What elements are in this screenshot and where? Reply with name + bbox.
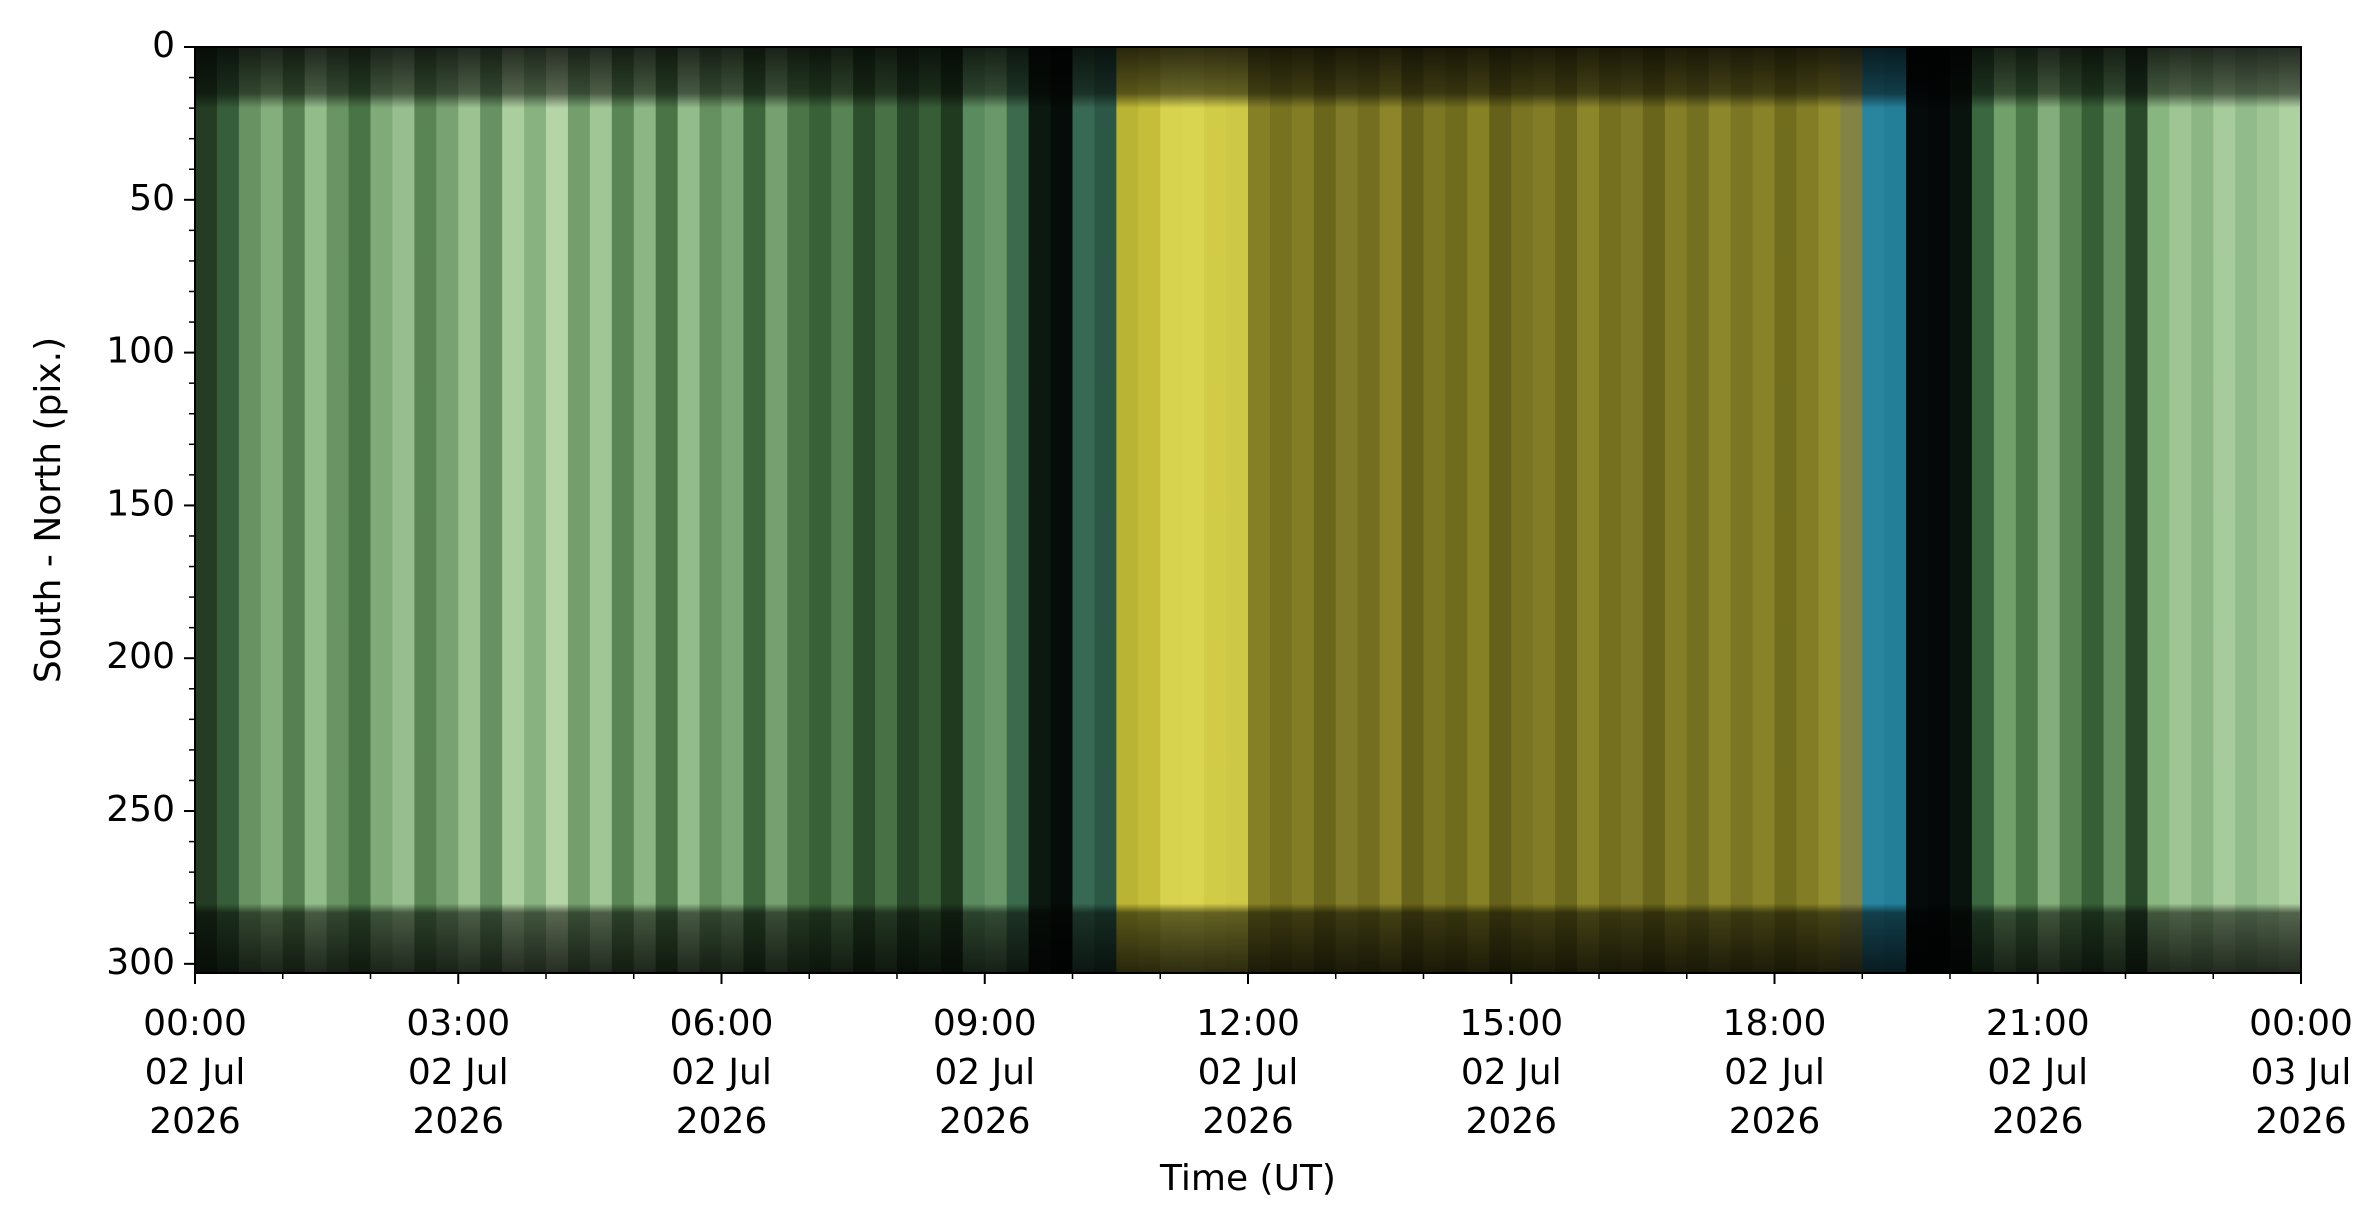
x-tick-label: 12:00 02 Jul 2026 (1196, 1003, 1300, 1142)
x-tick-label: 21:00 02 Jul 2026 (1986, 1003, 2090, 1142)
x-tick-label: 03:00 02 Jul 2026 (406, 1003, 510, 1142)
x-tick-label: 00:00 02 Jul 2026 (143, 1003, 247, 1142)
x-tick-label: 15:00 02 Jul 2026 (1459, 1003, 1563, 1142)
edge-shading (195, 47, 2301, 973)
x-tick-label: 18:00 02 Jul 2026 (1723, 1003, 1827, 1142)
y-tick-label: 250 (106, 789, 175, 830)
y-tick-label: 200 (106, 636, 175, 677)
y-tick-label: 150 (106, 483, 175, 524)
y-tick-label: 100 (106, 331, 175, 372)
axes: 00:00 02 Jul 2026 03:00 02 Jul 2026 06:00 02 Ju… (106, 25, 2353, 1142)
x-axis-label: Time (UT) (1159, 1158, 1336, 1199)
x-tick-label: 00:00 03 Jul 2026 (2249, 1003, 2353, 1142)
y-axis-label: South - North (pix.) (28, 337, 69, 683)
y-tick-label: 50 (129, 178, 175, 219)
x-tick-label: 06:00 02 Jul 2026 (670, 1003, 774, 1142)
y-tick-label: 0 (152, 25, 175, 66)
y-tick-label: 300 (106, 942, 175, 983)
x-tick-label: 09:00 02 Jul 2026 (933, 1003, 1037, 1142)
